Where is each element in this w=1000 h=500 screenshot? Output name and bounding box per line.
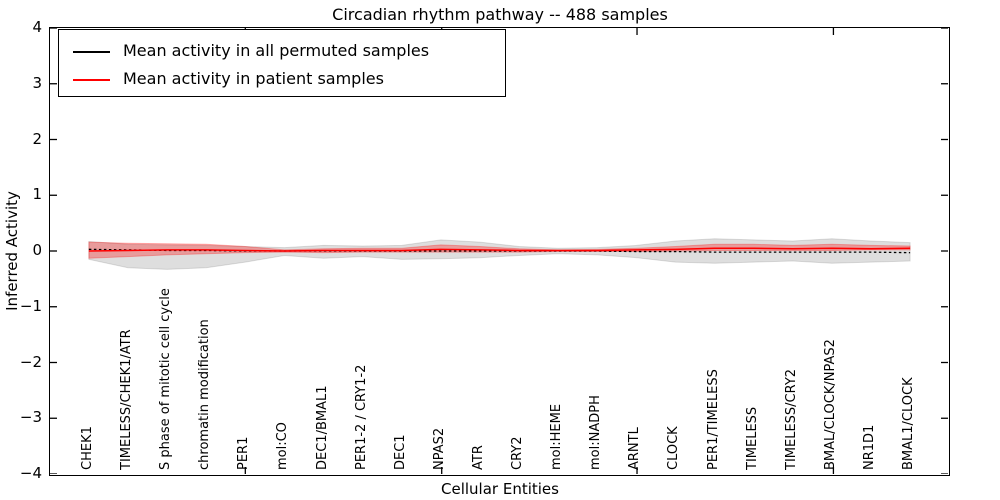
x-category-label: mol:NADPH [588, 395, 604, 470]
x-category-label: ATR [470, 445, 486, 470]
x-category-label: PER1/TIMELESS [705, 369, 721, 470]
legend-entry-permuted: Mean activity in all permuted samples [59, 36, 505, 68]
x-category-label: TIMELESS/CRY2 [783, 368, 799, 470]
x-category-label: TIMELESS [744, 406, 760, 470]
x-category-label: PER1-2 / CRY1-2 [353, 364, 369, 470]
x-category-label: PER1 [236, 436, 252, 470]
chart-title: Circadian rhythm pathway -- 488 samples [332, 5, 668, 24]
y-tick-label: −1 [19, 296, 42, 315]
x-category-label: chromatin modification [197, 319, 213, 470]
x-category-label: BMAL1/CLOCK [901, 377, 917, 470]
plot-area [49, 27, 950, 476]
x-category-label: NR1D1 [861, 424, 877, 470]
x-category-label: DEC1 [392, 434, 408, 470]
x-category-label: mol:HEME [549, 403, 565, 470]
y-tick-label: 3 [32, 73, 42, 92]
x-category-label: DEC1/BMAL1 [314, 385, 330, 471]
x-axis-label: Cellular Entities [441, 480, 559, 498]
y-tick-label: 4 [32, 18, 42, 36]
x-category-label: BMAL/CLOCK/NPAS2 [822, 339, 838, 470]
legend-label: Mean activity in all permuted samples [123, 41, 430, 60]
y-tick-label: 1 [32, 185, 42, 204]
x-category-label: NPAS2 [431, 427, 447, 470]
series-line [88, 247, 911, 252]
x-category-label: CHEK1 [79, 426, 95, 470]
y-tick-label: 2 [32, 129, 42, 148]
y-tick-label: 0 [32, 241, 42, 259]
y-tick-label: −2 [19, 352, 42, 371]
x-category-label: ARNTL [627, 427, 643, 470]
legend-entry-patient: Mean activity in patient samples [59, 64, 505, 96]
legend-line-red-icon [73, 79, 110, 81]
legend-label: Mean activity in patient samples [123, 69, 384, 88]
chart-canvas [50, 28, 948, 474]
legend-box: Mean activity in all permuted samples Me… [58, 29, 506, 97]
y-tick-label: −4 [19, 464, 42, 482]
x-category-label: S phase of mitotic cell cycle [158, 288, 174, 470]
x-category-label: TIMELESS/CHEK1/ATR [118, 329, 134, 470]
y-tick-label: −3 [19, 408, 42, 427]
x-category-label: CLOCK [666, 426, 682, 470]
band-permuted-sample-range [88, 238, 911, 270]
x-category-label: mol:CO [275, 422, 291, 470]
x-category-label: CRY2 [510, 436, 526, 471]
legend-line-black-icon [73, 51, 110, 53]
